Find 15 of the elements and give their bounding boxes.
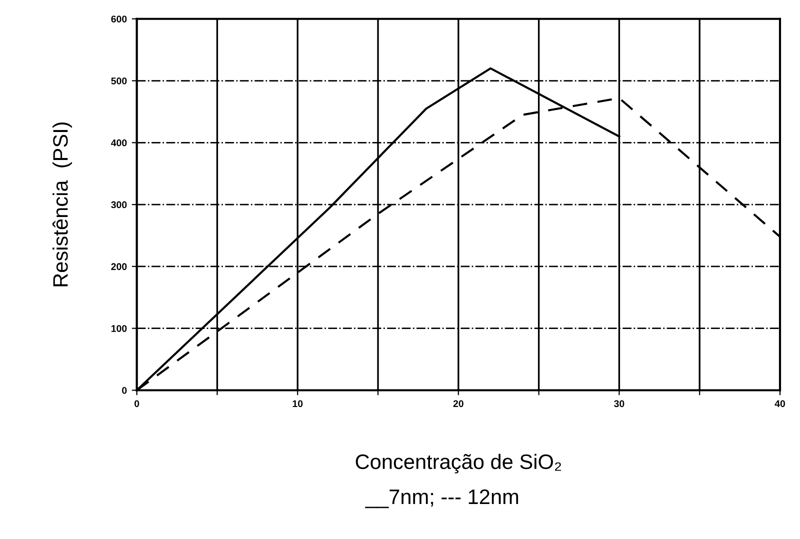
y-tick-label: 500 [111, 77, 127, 84]
text: __7nm; --- 12nm [365, 489, 518, 508]
y-axis-title: Resistência (PSI) [52, 122, 72, 286]
y-tick-label: 200 [111, 263, 127, 270]
x-tick-label: 40 [774, 400, 786, 408]
x-tick-label: 20 [453, 400, 464, 408]
y-tick-label: 300 [111, 201, 127, 208]
x-tick-label: 10 [292, 400, 303, 408]
y-tick-label: 100 [111, 325, 127, 332]
x-tick-label: 0 [134, 400, 140, 408]
x-tick-label: 30 [614, 400, 624, 408]
x-axis-title: Concentração de SiO₂ [356, 454, 562, 474]
y-tick-label: 600 [111, 16, 127, 22]
y-tick-label: 400 [111, 139, 127, 146]
y-tick-label: 0 [122, 386, 127, 394]
